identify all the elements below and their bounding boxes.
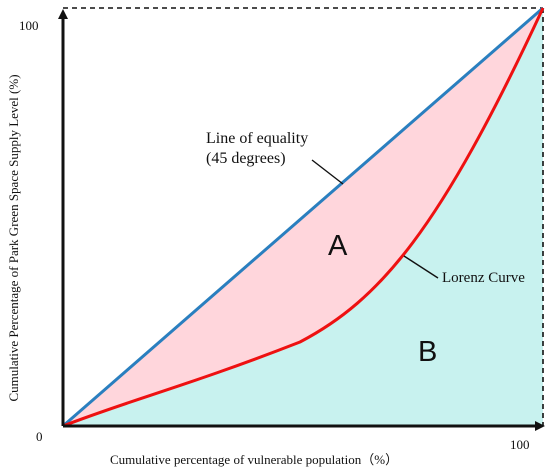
x-axis-title: Cumulative percentage of vulnerable popu… [110,452,398,467]
region-b-label: B [418,336,437,368]
equality-label-line2: (45 degrees) [206,150,286,167]
y-axis-title: Cumulative Percentage of Park Green Spac… [6,74,21,401]
y-axis-max-label: 100 [19,18,39,33]
x-axis-max-label: 100 [510,437,530,452]
region-b [63,8,543,426]
equality-line [62,6,544,428]
region-a-label: A [328,230,348,262]
lorenz-leader-line [403,255,439,279]
lorenz-curve-label: Lorenz Curve [442,270,525,286]
equality-leader-line [311,159,344,185]
equality-label-line1: Line of equality [206,130,308,147]
lorenz-curve [62,7,545,428]
origin-label: 0 [36,429,43,444]
